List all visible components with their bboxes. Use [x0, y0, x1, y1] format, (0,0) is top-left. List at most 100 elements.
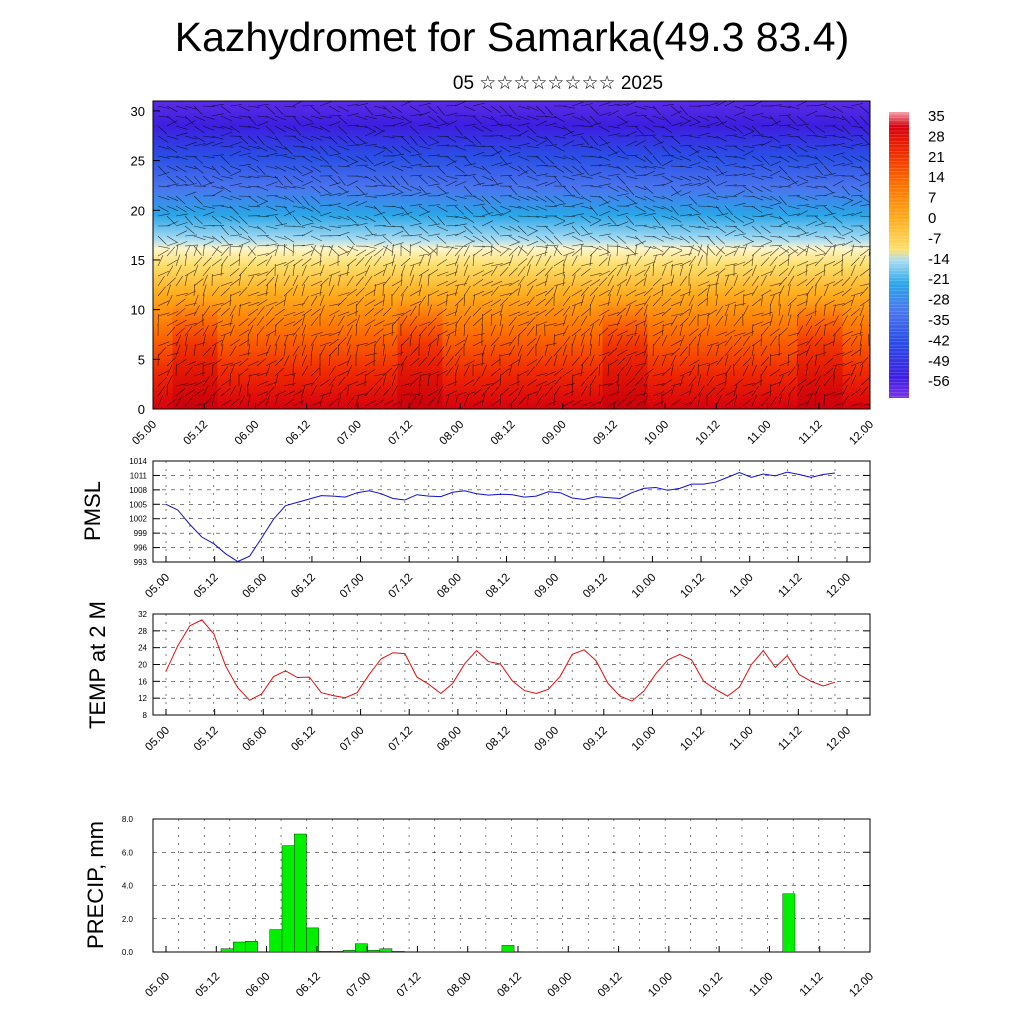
wind-barb [193, 155, 204, 165]
wind-barb [634, 291, 647, 297]
wind-barb [301, 243, 314, 247]
wind-barb [301, 295, 309, 307]
wind-barb [751, 364, 757, 377]
wind-barb [724, 101, 736, 107]
wind-barb [562, 285, 571, 297]
wind-barb [742, 173, 755, 177]
wind-barb [301, 384, 306, 397]
wind-barb [292, 389, 304, 397]
wind-barb [634, 205, 646, 213]
wind-barb [751, 155, 763, 163]
wind-barb [526, 185, 538, 193]
wind-barb [157, 245, 170, 249]
wind-barb [481, 235, 492, 244]
wind-barb [445, 195, 458, 202]
wind-barb [526, 255, 534, 267]
wind-barb [535, 205, 548, 211]
wind-barb [319, 333, 332, 337]
wind-barb [697, 298, 708, 307]
wind-barb [256, 333, 258, 347]
wind-barb [310, 260, 322, 267]
wind-barb [517, 396, 527, 407]
wind-barb [382, 115, 395, 120]
wind-barb [670, 364, 674, 377]
wind-barb [427, 223, 440, 227]
wind-barb [319, 264, 325, 277]
wind-barb [760, 356, 770, 367]
precip-bar [269, 929, 283, 953]
wind-barb [157, 385, 166, 397]
wind-barb [184, 312, 197, 317]
wind-barb [751, 275, 760, 287]
wind-barb [382, 307, 392, 317]
x-tick-label: 08.00 [435, 572, 464, 601]
temp-axis-label: TEMP at 2 M [85, 601, 110, 729]
wind-barb [472, 175, 482, 186]
wind-barb [850, 200, 863, 207]
wind-barb [472, 294, 476, 307]
wind-barb [292, 264, 295, 277]
wind-barb [355, 344, 359, 357]
wind-barb [634, 140, 646, 147]
wind-barb [418, 175, 429, 185]
wind-barb [679, 294, 685, 307]
wind-barb [184, 274, 188, 287]
wind-barb [607, 328, 618, 337]
wind-barb [796, 225, 807, 234]
wind-barb [490, 386, 499, 397]
wind-barb [643, 384, 647, 397]
wind-barb [328, 153, 341, 157]
wind-barb [445, 135, 457, 143]
wind-barb [193, 105, 203, 115]
wind-barb [544, 287, 554, 297]
wind-barb [517, 105, 530, 110]
wind-barb [229, 195, 242, 201]
wind-barb [634, 255, 642, 267]
wind-barb [373, 241, 386, 247]
wind-barb [409, 261, 422, 267]
y-tick-label: 32 [138, 610, 147, 619]
wind-barb [571, 165, 582, 174]
wind-barb [418, 145, 431, 150]
wind-barb [535, 334, 541, 347]
wind-barb [859, 324, 863, 337]
wind-barb [616, 155, 629, 160]
wind-barb [400, 175, 409, 186]
wind-barb [652, 253, 665, 257]
wind-barb [175, 213, 188, 217]
wind-barb [832, 364, 837, 377]
wind-barb [652, 263, 654, 277]
wind-barb [859, 314, 865, 327]
wind-barb [787, 314, 792, 327]
wind-barb [283, 390, 295, 397]
wind-barb [706, 342, 719, 347]
wind-barb [652, 311, 665, 317]
wind-barb [292, 165, 303, 175]
wind-barb [202, 141, 215, 147]
wind-barb [796, 145, 808, 153]
wind-barb [526, 285, 534, 297]
wind-barb [436, 291, 449, 297]
wind-barb [319, 193, 332, 197]
wind-barb [193, 294, 199, 307]
wind-barb [526, 278, 537, 287]
wind-barb [526, 175, 539, 181]
wind-barb [301, 308, 312, 317]
wind-barb [319, 135, 332, 139]
y-tick-label: 5 [138, 352, 145, 367]
wind-barb [535, 245, 548, 248]
wind-barb [535, 215, 548, 219]
wind-barb [310, 175, 322, 183]
x-tick-label: 08.12 [495, 971, 524, 1000]
wind-barb [841, 337, 851, 347]
wind-barb [679, 371, 692, 377]
wind-barb [391, 352, 404, 357]
wind-barb [256, 316, 265, 327]
wind-barb [778, 205, 788, 215]
wind-barb [328, 384, 333, 397]
wind-barb [724, 115, 737, 122]
wind-barb [157, 346, 167, 357]
wind-barb [157, 135, 169, 143]
wind-barb [328, 175, 339, 185]
wind-barb [193, 305, 200, 317]
